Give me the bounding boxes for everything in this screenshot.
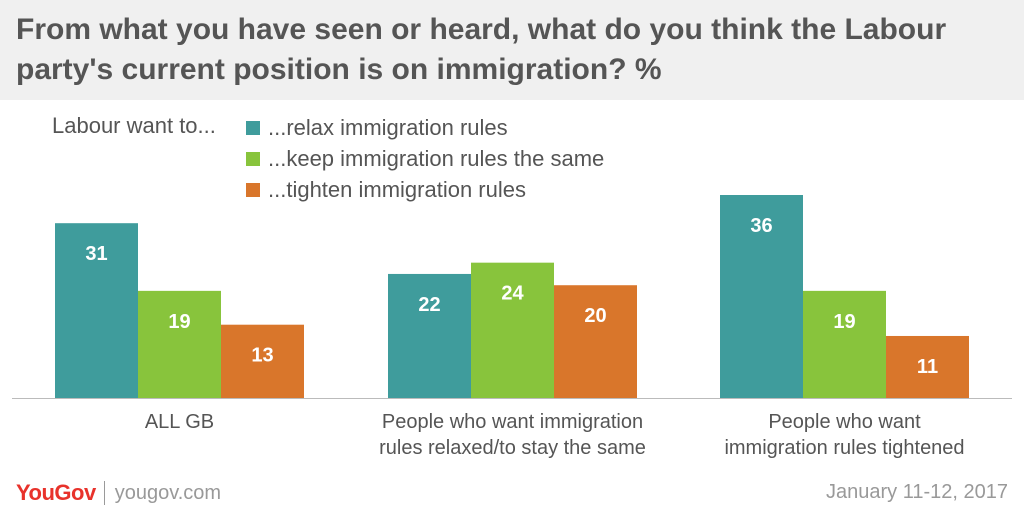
bar bbox=[388, 273, 471, 398]
bar bbox=[471, 262, 554, 398]
footer-branding: YouGov yougov.com bbox=[16, 478, 221, 508]
bar-value-label: 13 bbox=[251, 345, 273, 367]
bar bbox=[554, 285, 637, 398]
bar bbox=[886, 335, 969, 398]
bar bbox=[55, 223, 138, 398]
category-label: ALL GB bbox=[145, 411, 214, 433]
bar-value-label: 31 bbox=[85, 243, 107, 265]
category-label: People who want immigration bbox=[382, 411, 643, 433]
bar-value-label: 20 bbox=[584, 305, 606, 327]
yougov-logo: YouGov bbox=[16, 480, 96, 505]
legend-prefix: Labour want to... bbox=[52, 113, 216, 138]
bar bbox=[720, 195, 803, 398]
legend-swatch-same bbox=[246, 151, 260, 166]
bar-value-label: 11 bbox=[917, 356, 938, 378]
legend-swatch-tighten bbox=[246, 182, 260, 197]
footer-divider bbox=[103, 481, 105, 505]
category-label: immigration rules tightened bbox=[724, 437, 964, 459]
bar-value-label: 19 bbox=[168, 311, 190, 333]
legend-item-same: ...keep immigration rules the same bbox=[246, 143, 604, 174]
legend-swatch-relax bbox=[246, 120, 260, 135]
legend: ...relax immigration rules ...keep immig… bbox=[246, 112, 604, 205]
legend-label-same: ...keep immigration rules the same bbox=[268, 145, 605, 171]
category-label: People who want bbox=[768, 411, 921, 433]
title-banner: From what you have seen or heard, what d… bbox=[0, 0, 1024, 100]
legend-item-tighten: ...tighten immigration rules bbox=[246, 174, 604, 205]
bar-chart: 31 19 13 ALL GB 22 24 20 People who want immigr… bbox=[12, 195, 1012, 459]
website-label: yougov.com bbox=[114, 481, 222, 504]
category-label: rules relaxed/to stay the same bbox=[379, 437, 646, 459]
legend-item-relax: ...relax immigration rules bbox=[246, 112, 604, 143]
bar bbox=[803, 290, 886, 398]
bar bbox=[221, 324, 304, 398]
legend-label-tighten: ...tighten immigration rules bbox=[268, 176, 526, 202]
bar bbox=[138, 290, 221, 398]
bar-value-label: 19 bbox=[833, 311, 855, 333]
bar-value-label: 36 bbox=[750, 215, 772, 237]
survey-date: January 11-12, 2017 bbox=[826, 481, 1008, 503]
chart-title: From what you have seen or heard, what d… bbox=[16, 13, 947, 86]
bar-value-label: 22 bbox=[418, 294, 440, 316]
legend-label-relax: ...relax immigration rules bbox=[268, 114, 508, 140]
bar-value-label: 24 bbox=[501, 283, 524, 305]
